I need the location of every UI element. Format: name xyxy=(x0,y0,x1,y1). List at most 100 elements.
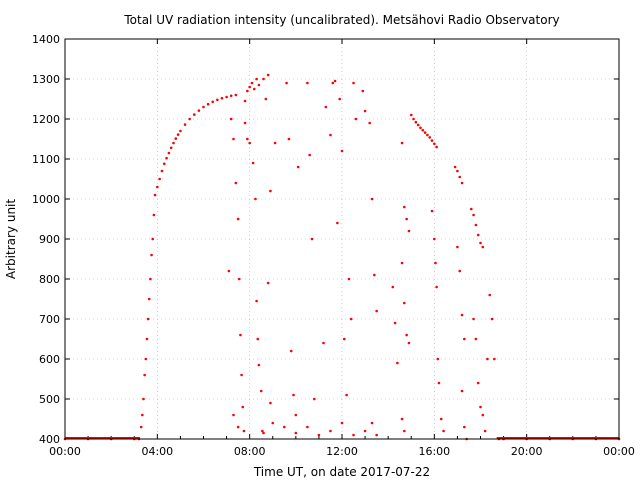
axis-ticks: 400 500 600 700 800 900 1000 1100 1200 1300 1400 00… xyxy=(32,33,635,458)
data-point xyxy=(479,241,482,245)
x-tick-label: 08:00 xyxy=(234,445,266,458)
data-point xyxy=(474,337,478,341)
data-point xyxy=(481,413,485,417)
data-point xyxy=(363,429,367,433)
data-point xyxy=(225,95,228,99)
y-tick-label: 1200 xyxy=(32,113,60,126)
data-point xyxy=(296,165,300,169)
data-point xyxy=(407,229,411,233)
data-point xyxy=(306,425,309,429)
data-point xyxy=(266,281,270,285)
data-point xyxy=(476,381,480,385)
data-point xyxy=(269,189,272,193)
data-point xyxy=(474,223,478,227)
data-point xyxy=(453,165,457,169)
data-point xyxy=(458,269,462,273)
data-point xyxy=(285,81,288,85)
data-point xyxy=(149,277,152,281)
data-point xyxy=(460,313,464,317)
data-point xyxy=(437,381,441,385)
data-point xyxy=(243,121,247,125)
data-point xyxy=(419,126,422,130)
data-points xyxy=(63,73,621,441)
data-point xyxy=(456,169,459,173)
data-point xyxy=(176,133,180,136)
y-tick-label: 800 xyxy=(39,273,60,286)
data-point xyxy=(246,89,249,93)
data-point xyxy=(141,413,144,417)
data-point xyxy=(236,425,240,429)
data-point xyxy=(396,361,399,365)
data-point xyxy=(442,429,445,433)
x-tick-label: 00:00 xyxy=(603,445,635,458)
data-point xyxy=(486,357,489,361)
data-point xyxy=(393,321,397,325)
data-point xyxy=(313,397,316,401)
data-point xyxy=(428,136,432,139)
data-point xyxy=(192,113,196,116)
data-point xyxy=(229,94,233,98)
data-point xyxy=(349,317,353,321)
data-point xyxy=(229,117,233,121)
data-point xyxy=(294,431,298,435)
data-point xyxy=(472,317,475,321)
data-point xyxy=(375,433,378,437)
data-point xyxy=(370,197,374,201)
data-point xyxy=(246,137,249,141)
data-point xyxy=(416,123,420,127)
data-point xyxy=(227,269,231,273)
data-point xyxy=(248,85,251,89)
data-point xyxy=(139,425,143,429)
data-point xyxy=(216,98,219,102)
data-point xyxy=(271,421,275,425)
data-point xyxy=(336,221,339,225)
chart-title: Total UV radiation intensity (uncalibrat… xyxy=(123,13,559,27)
data-point xyxy=(145,337,149,341)
data-point xyxy=(405,333,408,337)
data-point xyxy=(308,153,311,157)
data-point xyxy=(409,113,413,117)
data-point xyxy=(373,273,376,277)
data-point xyxy=(160,169,164,173)
data-point xyxy=(158,177,161,181)
data-point xyxy=(262,431,265,435)
data-point xyxy=(239,333,242,337)
data-point xyxy=(352,81,355,85)
y-tick-label: 500 xyxy=(39,393,60,406)
data-point xyxy=(352,433,355,437)
data-point xyxy=(460,181,464,185)
data-point xyxy=(282,425,286,429)
data-point xyxy=(232,137,235,141)
data-point xyxy=(254,197,257,201)
x-tick-label: 00:00 xyxy=(49,445,81,458)
data-point xyxy=(469,207,473,211)
data-point xyxy=(237,277,241,281)
data-point xyxy=(400,261,404,265)
data-point xyxy=(262,77,265,81)
data-point xyxy=(436,357,440,361)
x-axis-label: Time UT, on date 2017-07-22 xyxy=(253,465,430,479)
data-point xyxy=(405,217,408,221)
data-point xyxy=(347,277,351,281)
data-point xyxy=(167,151,171,155)
data-point xyxy=(294,413,298,417)
data-point xyxy=(306,81,309,85)
plot-frame xyxy=(64,38,620,440)
data-point xyxy=(479,405,482,409)
data-point xyxy=(146,317,150,321)
data-point xyxy=(423,131,427,134)
data-point xyxy=(458,175,462,179)
y-tick-label: 700 xyxy=(39,313,60,326)
data-point xyxy=(143,373,146,377)
y-tick-label: 1000 xyxy=(32,193,60,206)
data-point xyxy=(463,425,466,429)
data-point xyxy=(220,96,224,100)
data-point xyxy=(179,129,182,133)
x-tick-label: 12:00 xyxy=(326,445,358,458)
x-tick-label: 04:00 xyxy=(141,445,173,458)
data-point xyxy=(488,293,492,297)
data-point xyxy=(287,137,291,141)
data-point xyxy=(490,317,494,321)
data-point xyxy=(252,87,256,91)
